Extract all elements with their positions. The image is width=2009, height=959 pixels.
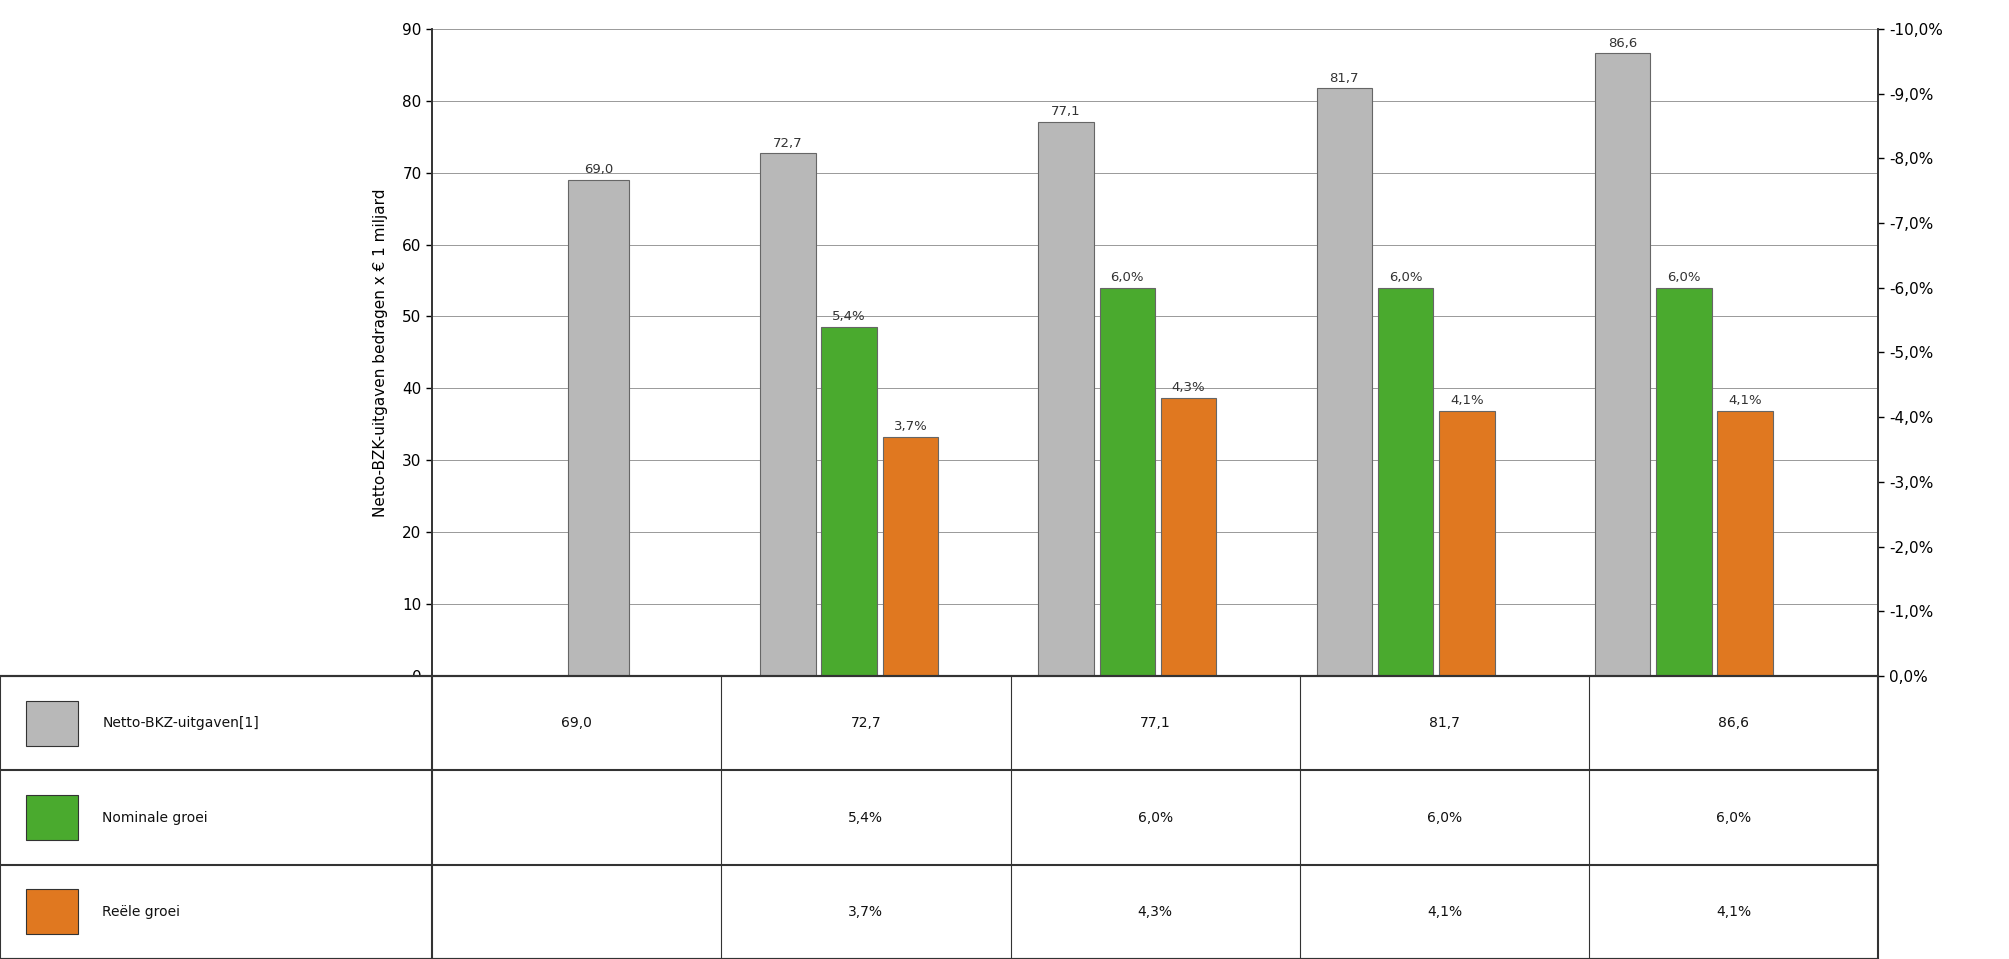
Text: 69,0: 69,0 — [585, 163, 613, 176]
Text: 6,0%: 6,0% — [1426, 810, 1463, 825]
Text: 4,1%: 4,1% — [1716, 905, 1752, 919]
Text: 6,0%: 6,0% — [1388, 271, 1422, 284]
Bar — [1378, 288, 1432, 676]
Text: 6,0%: 6,0% — [1111, 271, 1143, 284]
Text: 77,1: 77,1 — [1051, 105, 1081, 118]
Text: 72,7: 72,7 — [850, 716, 882, 730]
Text: 3,7%: 3,7% — [848, 905, 884, 919]
Bar — [1316, 88, 1372, 676]
Bar — [822, 326, 878, 676]
Bar — [759, 153, 816, 676]
Text: 4,1%: 4,1% — [1450, 394, 1483, 407]
Text: 81,7: 81,7 — [1428, 716, 1461, 730]
Text: 4,1%: 4,1% — [1426, 905, 1463, 919]
Bar — [882, 436, 938, 676]
Bar — [1655, 288, 1712, 676]
Text: 6,0%: 6,0% — [1137, 810, 1173, 825]
Text: 4,3%: 4,3% — [1171, 381, 1205, 394]
Bar — [1039, 122, 1095, 676]
Text: 6,0%: 6,0% — [1716, 810, 1752, 825]
Bar — [569, 180, 629, 676]
Bar — [1161, 398, 1215, 676]
Text: 4,1%: 4,1% — [1728, 394, 1762, 407]
Text: 86,6: 86,6 — [1607, 36, 1637, 50]
Bar — [1718, 410, 1772, 676]
Bar — [1438, 410, 1495, 676]
Text: Netto-BKZ-uitgaven[1]: Netto-BKZ-uitgaven[1] — [102, 716, 259, 730]
Text: 5,4%: 5,4% — [832, 310, 866, 323]
Text: 86,6: 86,6 — [1718, 716, 1750, 730]
Text: 81,7: 81,7 — [1330, 72, 1358, 84]
Text: 3,7%: 3,7% — [894, 420, 928, 433]
Bar — [1099, 288, 1155, 676]
Text: 5,4%: 5,4% — [848, 810, 884, 825]
Text: 6,0%: 6,0% — [1667, 271, 1700, 284]
Text: 77,1: 77,1 — [1139, 716, 1171, 730]
Text: 69,0: 69,0 — [561, 716, 593, 730]
Text: Reële groei: Reële groei — [102, 905, 181, 919]
Bar — [1595, 53, 1649, 676]
Text: Nominale groei: Nominale groei — [102, 810, 209, 825]
Text: 4,3%: 4,3% — [1137, 905, 1173, 919]
Text: 72,7: 72,7 — [773, 136, 804, 150]
Y-axis label: Netto-BZK-uitgaven bedragen x € 1 miljard: Netto-BZK-uitgaven bedragen x € 1 miljar… — [374, 188, 388, 517]
